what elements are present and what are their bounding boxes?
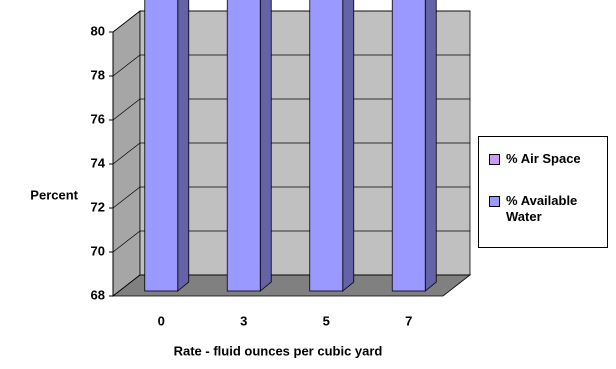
x-axis-title: Rate - fluid ounces per cubic yard: [174, 343, 383, 358]
legend-swatch: [489, 196, 500, 207]
legend-item: % Available Water: [489, 193, 601, 225]
y-tick-label: 80: [91, 23, 105, 38]
bar-segment: [309, 0, 355, 292]
grid-line: [112, 142, 141, 165]
grid-line: [112, 54, 141, 77]
y-axis-title: Percent: [30, 187, 78, 202]
bar-segment: [226, 0, 272, 292]
legend-label: % Air Space: [506, 151, 581, 166]
bar-side: [177, 0, 190, 292]
grid-line: [112, 98, 141, 121]
y-tick-label: 72: [91, 199, 105, 214]
bar-front: [391, 0, 426, 292]
y-tick-label: 78: [91, 67, 105, 82]
legend-swatch: [489, 154, 500, 165]
bar-front: [309, 0, 344, 292]
legend-label: % Available Water: [506, 193, 578, 224]
y-tick-label: 74: [91, 155, 106, 170]
grid-line: [112, 274, 141, 297]
bar-side: [424, 0, 437, 292]
x-tick-label: 0: [158, 313, 165, 328]
bar-front: [144, 0, 179, 292]
bar-segment: [391, 0, 437, 292]
x-tick-label: 3: [240, 313, 247, 328]
y-tick-label: 76: [91, 111, 105, 126]
grid-line: [112, 186, 141, 209]
y-tick-label: 68: [91, 287, 105, 302]
bar-side: [342, 0, 355, 292]
y-tick-label: 70: [91, 243, 105, 258]
x-tick-label: 7: [405, 313, 412, 328]
grid-line: [112, 10, 141, 33]
bar-side: [259, 0, 272, 292]
x-tick-label: 5: [323, 313, 330, 328]
grid-line: [112, 230, 141, 253]
legend-item: % Air Space: [489, 151, 601, 167]
legend: % Air Space % Available Water: [478, 136, 608, 248]
bar-segment: [144, 0, 190, 292]
bar-front: [226, 0, 261, 292]
